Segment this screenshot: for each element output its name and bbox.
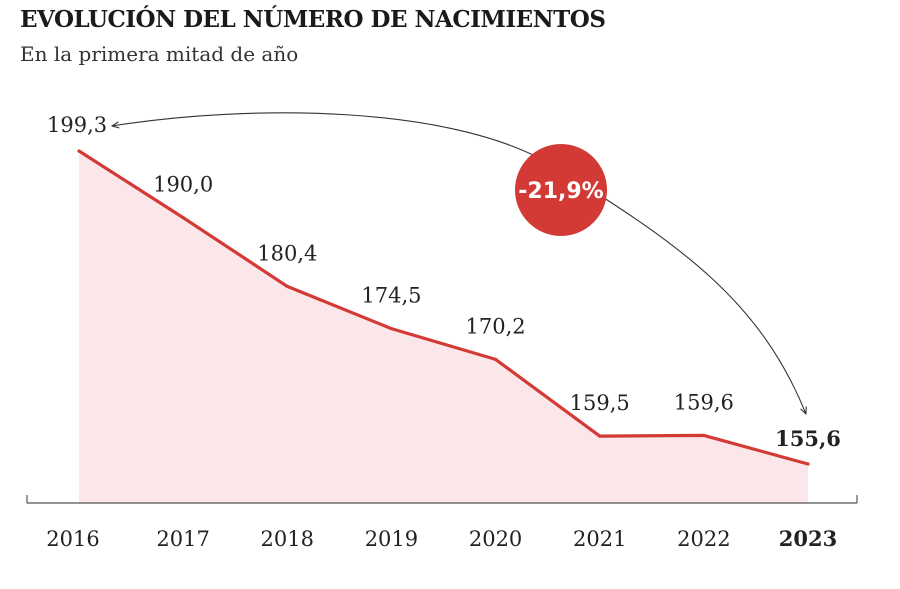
data-point-2019 bbox=[389, 327, 394, 331]
value-label-2023: 155,6 bbox=[775, 426, 841, 451]
value-label-2016: 199,3 bbox=[47, 113, 107, 137]
chart-subtitle: En la primera mitad de año bbox=[20, 42, 299, 66]
x-tick-label-2023: 2023 bbox=[779, 526, 837, 551]
x-tick-label-2017: 2017 bbox=[156, 527, 209, 551]
value-label-2018: 180,4 bbox=[257, 241, 317, 265]
area-fill bbox=[79, 151, 808, 503]
data-point-2022 bbox=[702, 433, 706, 437]
data-point-2018 bbox=[285, 284, 289, 288]
x-tick-label-2021: 2021 bbox=[573, 527, 626, 551]
x-tick-label-2019: 2019 bbox=[365, 527, 418, 551]
value-label-2017: 190,0 bbox=[153, 173, 213, 197]
x-tick-label-2022: 2022 bbox=[677, 527, 730, 551]
x-tick-label-2018: 2018 bbox=[261, 527, 314, 551]
data-point-2016 bbox=[77, 149, 81, 153]
change-badge bbox=[515, 144, 607, 236]
data-point-2020 bbox=[493, 357, 498, 362]
value-label-2021: 159,5 bbox=[570, 391, 630, 415]
change-badge-label: -21,9% bbox=[518, 179, 603, 204]
x-tick-label-2020: 2020 bbox=[469, 527, 522, 551]
value-label-2020: 170,2 bbox=[466, 314, 526, 338]
x-tick-label-2016: 2016 bbox=[46, 527, 99, 551]
data-point-2023 bbox=[806, 462, 810, 466]
value-label-2022: 159,6 bbox=[674, 390, 734, 414]
data-point-2021 bbox=[598, 434, 602, 438]
data-point-2017 bbox=[181, 216, 185, 220]
value-label-2019: 174,5 bbox=[361, 284, 421, 308]
chart-title: EVOLUCIÓN DEL NÚMERO DE NACIMIENTOS bbox=[20, 6, 606, 33]
